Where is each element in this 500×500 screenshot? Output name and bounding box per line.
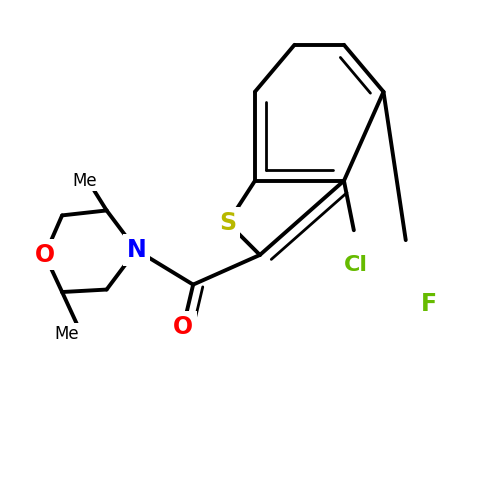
Text: N: N [126, 238, 146, 262]
Text: Me: Me [54, 325, 80, 343]
Text: Cl: Cl [344, 255, 368, 275]
Text: F: F [420, 292, 436, 316]
Text: O: O [34, 243, 55, 267]
Text: Me: Me [72, 172, 96, 190]
Text: O: O [173, 314, 194, 338]
Text: S: S [219, 211, 236, 235]
